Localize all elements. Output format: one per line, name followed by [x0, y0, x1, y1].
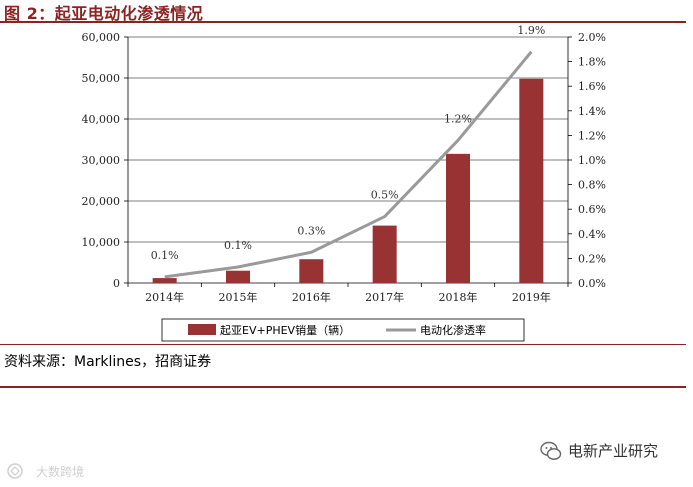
line-data-labels: 0.1% 0.1% 0.3% 0.5% 1.2% 1.9% — [151, 24, 546, 262]
right-tick-label: 1.0% — [578, 154, 606, 167]
x-tick-label: 2016年 — [292, 290, 331, 304]
right-tick-label: 0.4% — [578, 228, 606, 241]
right-tick-label: 1.2% — [578, 129, 606, 142]
bar — [519, 78, 544, 283]
figure-title: 图 2：起亚电动化渗透情况 — [4, 4, 204, 23]
bar-series — [152, 78, 544, 283]
left-tick-label: 10,000 — [82, 236, 121, 249]
penetration-line — [164, 50, 533, 279]
legend-box — [161, 318, 525, 342]
x-tick-label: 2019年 — [512, 290, 551, 304]
bar — [299, 259, 324, 283]
right-axis-ticks: 0.0% 0.2% 0.4% 0.6% 0.8% 1.0% 1.2% 1.4% 1.6% 1.8%… — [568, 31, 606, 290]
left-tick-label: 40,000 — [82, 113, 121, 126]
data-label: 1.2% — [444, 112, 472, 125]
chart-legend: 起亚EV+PHEV销量（辆） 电动化渗透率 — [161, 318, 525, 342]
left-tick-label: 0 — [113, 277, 120, 290]
source-note: 资料来源：Marklines，招商证券 — [4, 354, 212, 370]
bar — [446, 153, 470, 283]
legend-label-bar: 起亚EV+PHEV销量（辆） — [220, 323, 350, 337]
source-rule-top — [0, 344, 686, 345]
watermark-right-text: 电新产业研究 — [568, 442, 659, 460]
bar — [152, 278, 177, 283]
watermark-left-text: 大数跨境 — [36, 464, 85, 479]
x-tick-label: 2018年 — [439, 290, 478, 304]
right-tick-label: 2.0% — [578, 31, 606, 44]
left-axis-ticks: 0 10,000 20,000 30,000 40,000 50,000 60,000 — [82, 31, 128, 290]
data-label: 0.3% — [297, 224, 325, 237]
data-label: 1.9% — [517, 24, 545, 37]
x-tick-label: 2014年 — [145, 290, 184, 304]
title-rule — [0, 21, 686, 23]
left-tick-label: 60,000 — [82, 31, 121, 44]
right-tick-label: 1.8% — [578, 56, 606, 69]
legend-label-line: 电动化渗透率 — [420, 323, 486, 337]
right-tick-label: 0.6% — [578, 203, 606, 216]
legend-swatch-bar — [188, 324, 216, 335]
line-series — [164, 50, 533, 279]
combo-chart: 0 10,000 20,000 30,000 40,000 50,000 60,000 0.… — [82, 24, 606, 342]
bar — [372, 225, 397, 283]
right-tick-label: 0.2% — [578, 252, 606, 265]
data-label: 0.1% — [224, 239, 252, 252]
right-tick-label: 0.8% — [578, 179, 606, 192]
watermark-right: 电新产业研究 — [540, 440, 658, 461]
watermark-left: 大数跨境 — [6, 462, 84, 480]
bar — [226, 270, 250, 283]
x-tick-label: 2017年 — [365, 290, 404, 304]
left-tick-label: 30,000 — [82, 154, 121, 167]
brand-logo-icon — [7, 463, 23, 479]
left-tick-label: 20,000 — [82, 195, 121, 208]
data-label: 0.1% — [151, 249, 179, 262]
right-tick-label: 1.6% — [578, 80, 606, 93]
source-rule-bottom — [0, 386, 686, 388]
data-label: 0.5% — [371, 189, 399, 202]
left-tick-label: 50,000 — [82, 72, 121, 85]
x-axis-ticks: 2014年 2015年 2016年 2017年 2018年 2019年 — [127, 283, 569, 304]
wechat-icon — [540, 441, 562, 460]
chart-gridlines — [128, 36, 568, 243]
x-tick-label: 2015年 — [219, 290, 258, 304]
right-tick-label: 1.4% — [578, 105, 606, 118]
right-tick-label: 0.0% — [578, 277, 606, 290]
